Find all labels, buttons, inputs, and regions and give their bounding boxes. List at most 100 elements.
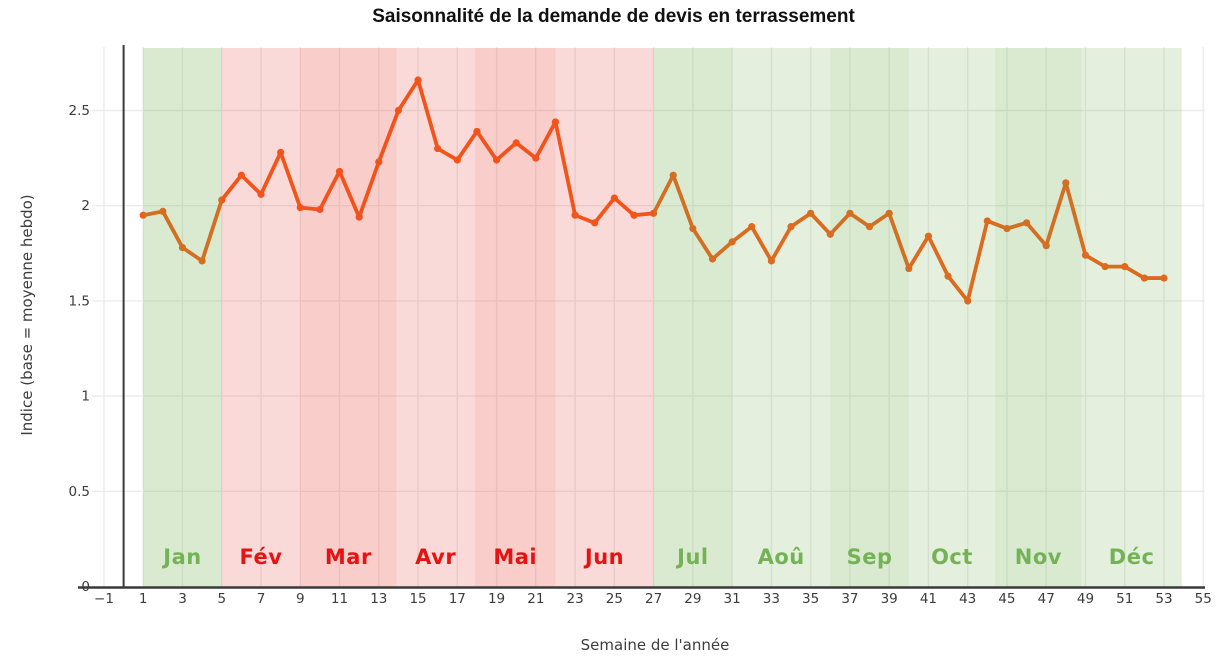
month-label-mai: Mai [493, 545, 537, 569]
data-point [826, 230, 834, 238]
x-tick-label: 49 [1077, 591, 1094, 607]
x-tick-label: 55 [1195, 591, 1212, 607]
x-tick-label: 19 [488, 591, 505, 607]
x-tick-label: 11 [331, 591, 348, 607]
month-label-nov: Nov [1015, 545, 1062, 569]
x-tick-label: 13 [370, 591, 387, 607]
x-tick-label: 53 [1155, 591, 1172, 607]
month-label-jul: Jul [675, 545, 708, 569]
y-tick-label: 0 [81, 579, 90, 595]
month-band-fév [221, 48, 301, 587]
x-tick-label: 23 [566, 591, 583, 607]
x-tick-label: 7 [257, 591, 266, 607]
month-band-mai [474, 48, 556, 587]
data-point [1160, 274, 1168, 282]
data-point [512, 139, 520, 147]
data-point [964, 297, 972, 305]
data-point [453, 156, 461, 164]
month-label-sep: Sep [847, 545, 893, 569]
data-point [1042, 242, 1050, 250]
data-point [434, 144, 442, 153]
x-tick-label: 33 [763, 591, 780, 607]
y-tick-label: 2 [81, 198, 90, 214]
data-point [983, 217, 991, 225]
month-band-mar [300, 48, 397, 587]
month-label-jun: Jun [583, 545, 624, 569]
y-tick-label: 0.5 [69, 484, 90, 500]
data-point [414, 76, 422, 84]
month-band-jan [143, 48, 222, 587]
data-point [237, 171, 245, 179]
data-point [846, 209, 854, 217]
month-label-mar: Mar [325, 545, 372, 569]
x-tick-label: 43 [959, 591, 976, 607]
month-label-avr: Avr [415, 545, 456, 569]
y-tick-label: 1.5 [69, 293, 90, 309]
data-point [1140, 274, 1148, 282]
data-point [865, 223, 874, 231]
data-point [1062, 179, 1070, 187]
x-tick-label: −1 [94, 591, 114, 607]
x-tick-label: 1 [139, 591, 148, 607]
month-label-fév: Fév [240, 545, 283, 569]
data-point [277, 148, 285, 156]
data-point [885, 209, 893, 217]
month-band-déc [1081, 48, 1182, 587]
data-point [1101, 263, 1109, 271]
month-band-avr [396, 48, 475, 587]
data-point [139, 211, 147, 219]
data-point [807, 209, 815, 217]
data-point [296, 204, 304, 212]
data-point [178, 243, 187, 252]
data-point [394, 106, 403, 115]
x-tick-label: 25 [606, 591, 623, 607]
x-tick-label: 27 [645, 591, 662, 607]
data-point [669, 171, 677, 179]
data-point [1081, 251, 1090, 259]
data-point [689, 224, 697, 233]
data-point [708, 255, 717, 263]
data-point [1121, 263, 1129, 271]
x-tick-label: 45 [998, 591, 1015, 607]
x-tick-label: 21 [527, 591, 544, 607]
x-tick-label: 51 [1116, 591, 1133, 607]
x-tick-label: 5 [217, 591, 226, 607]
x-tick-label: 3 [178, 591, 187, 607]
data-point [335, 167, 344, 176]
x-tick-label: 39 [881, 591, 898, 607]
x-tick-label: 15 [409, 591, 426, 607]
month-band-sep [830, 48, 909, 587]
data-point [159, 207, 167, 216]
month-band-jul [653, 48, 733, 587]
month-label-oct: Oct [931, 545, 973, 569]
data-point [1022, 219, 1031, 227]
data-point [728, 238, 736, 246]
data-point [748, 223, 756, 231]
data-point [316, 205, 324, 214]
data-point [532, 154, 540, 162]
x-tick-label: 17 [449, 591, 466, 607]
month-label-déc: Déc [1109, 545, 1155, 569]
data-point [650, 209, 658, 217]
data-point [610, 194, 618, 202]
data-point [198, 257, 206, 265]
month-band-nov [995, 48, 1082, 587]
data-point [551, 118, 560, 126]
x-tick-label: 9 [296, 591, 305, 607]
x-axis-label: Semaine de l'année [580, 636, 730, 654]
x-tick-label: 41 [920, 591, 937, 607]
month-band-jun [555, 48, 654, 587]
data-point [630, 211, 638, 219]
data-point [571, 211, 579, 219]
data-point [924, 232, 933, 240]
data-point [492, 156, 501, 164]
data-point [767, 257, 775, 265]
month-label-jan: Jan [161, 545, 201, 569]
y-tick-label: 2.5 [69, 103, 90, 119]
x-tick-label: 37 [841, 591, 858, 607]
month-band-aoû [732, 48, 831, 587]
data-point [375, 158, 383, 166]
data-point [218, 196, 226, 204]
data-point [257, 190, 265, 198]
chart-title: Saisonnalité de la demande de devis en t… [372, 6, 855, 27]
